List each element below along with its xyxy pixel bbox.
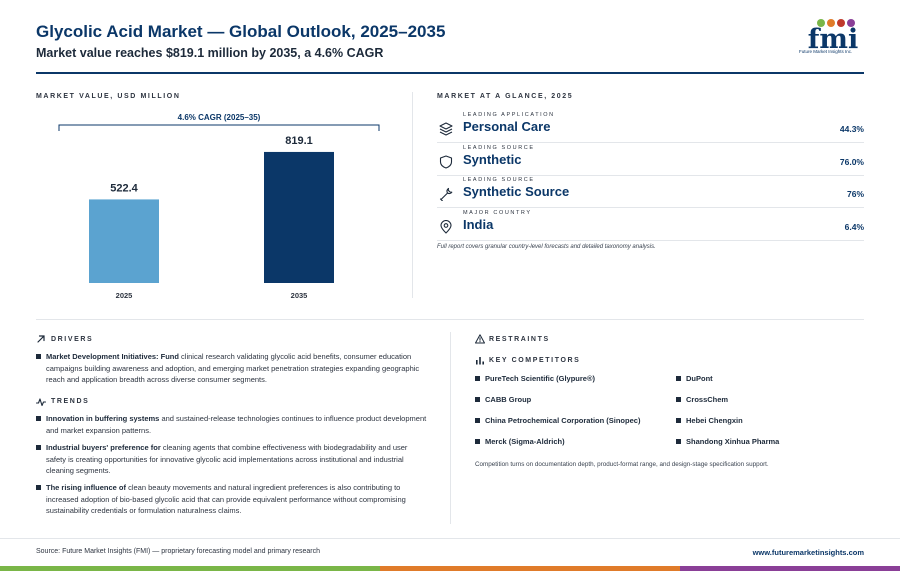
map-pin-icon xyxy=(440,220,452,234)
trend-item-text: and sustained-release technologies conti… xyxy=(46,414,427,435)
glance-value: 76% xyxy=(846,189,864,199)
section-divider xyxy=(36,319,864,320)
wrench-icon xyxy=(439,187,453,201)
glance-value: 6.4% xyxy=(844,222,864,232)
glance-row-country: MAJOR COUNTRY India 6.4% xyxy=(437,210,864,241)
glance-name: India xyxy=(463,217,494,232)
footer-bar-green xyxy=(0,566,380,571)
glance-value: 44.3% xyxy=(839,124,864,134)
cagr-annotation: 4.6% CAGR (2025–35) xyxy=(178,113,261,122)
warning-icon xyxy=(475,334,485,344)
trend-item-text: clean beauty movements and natural ingre… xyxy=(46,483,406,515)
restraints-label: RESTRAINTS xyxy=(489,336,550,343)
competitor-item: Shandong Xinhua Pharma xyxy=(676,437,779,446)
competitors-note: Competition turns on documentation depth… xyxy=(475,461,769,468)
glance-name: Synthetic xyxy=(463,152,522,167)
trend-item: Innovation in buffering systems and sust… xyxy=(36,413,428,436)
logo-wordmark: fmi xyxy=(808,24,858,55)
trends-label: TRENDS xyxy=(51,398,90,405)
competitor-item: CrossChem xyxy=(676,395,728,404)
logo-subtext: Future Market Insights Inc. xyxy=(799,49,853,54)
glance-note: Full report covers granular country-leve… xyxy=(437,244,656,250)
fmi-logo: fmi xyxy=(808,19,858,55)
source-note: Source: Future Market Insights (FMI) — p… xyxy=(36,548,320,555)
bar-chart-icon xyxy=(476,357,484,365)
footer-bar-orange xyxy=(380,566,680,571)
trend-item-bold: The rising influence of xyxy=(46,483,127,492)
glance-name: Synthetic Source xyxy=(463,184,570,199)
competitor-item: DuPont xyxy=(676,374,713,383)
column-divider xyxy=(412,92,413,298)
glance-category: LEADING SOURCE xyxy=(463,177,535,183)
trend-item: Industrial buyers' preference for cleani… xyxy=(36,442,428,477)
glance-row-source: LEADING SOURCE Synthetic 76.0% xyxy=(437,145,864,176)
chart-section-label: MARKET VALUE, USD MILLION xyxy=(36,93,181,100)
competitors-label: KEY COMPETITORS xyxy=(489,357,581,364)
website-link[interactable]: www.futuremarketinsights.com xyxy=(752,548,864,557)
bar-value-label: 522.4 xyxy=(110,182,138,194)
glance-category: MAJOR COUNTRY xyxy=(463,210,532,216)
drivers-label: DRIVERS xyxy=(51,336,94,343)
arrow-up-right-icon xyxy=(37,335,45,343)
trend-item-bold: Innovation in buffering systems xyxy=(46,414,160,423)
glance-category: LEADING SOURCE xyxy=(463,145,535,151)
column-divider xyxy=(450,332,451,524)
competitor-item: Merck (Sigma-Aldrich) xyxy=(475,437,565,446)
trend-item-text: cleaning agents that combine effectivene… xyxy=(46,443,408,475)
market-value-chart: 4.6% CAGR (2025–35) 522.4 2025 819.1 2035 xyxy=(58,113,380,300)
footer-bar-purple xyxy=(680,566,900,571)
page-title: Glycolic Acid Market — Global Outlook, 2… xyxy=(36,22,446,41)
glance-row-source-type: LEADING SOURCE Synthetic Source 76% xyxy=(437,177,864,208)
glance-section-label: MARKET AT A GLANCE, 2025 xyxy=(437,93,574,100)
competitor-item: China Petrochemical Corporation (Sinopec… xyxy=(475,416,640,425)
driver-item: Market Development Initiatives: Fund cli… xyxy=(36,351,428,386)
competitor-item: PureTech Scientific (Glypure®) xyxy=(475,374,595,383)
trend-line-icon xyxy=(36,398,46,407)
glance-category: LEADING APPLICATION xyxy=(463,112,555,118)
glance-row-application: LEADING APPLICATION Personal Care 44.3% xyxy=(437,112,864,143)
cagr-bracket xyxy=(58,124,380,131)
glance-value: 76.0% xyxy=(839,157,864,167)
trend-item-bold: Industrial buyers' preference for xyxy=(46,443,161,452)
glance-name: Personal Care xyxy=(463,119,551,134)
footer-rule xyxy=(0,538,900,539)
trend-item: The rising influence of clean beauty mov… xyxy=(36,482,428,517)
header-rule xyxy=(36,72,864,74)
bar-2035 xyxy=(264,151,334,283)
x-tick-label: 2025 xyxy=(116,291,133,300)
shield-icon xyxy=(439,155,453,169)
bar-2025 xyxy=(89,199,159,283)
page-subtitle: Market value reaches $819.1 million by 2… xyxy=(36,46,384,60)
competitor-item: Hebei Chengxin xyxy=(676,416,743,425)
x-tick-label: 2035 xyxy=(291,291,308,300)
competitor-item: CABB Group xyxy=(475,395,531,404)
bar-value-label: 819.1 xyxy=(285,135,313,147)
layers-icon xyxy=(439,122,453,136)
driver-item-bold: Market Development Initiatives: Fund xyxy=(46,352,179,361)
driver-item-text: clinical research validating glycolic ac… xyxy=(46,352,420,384)
